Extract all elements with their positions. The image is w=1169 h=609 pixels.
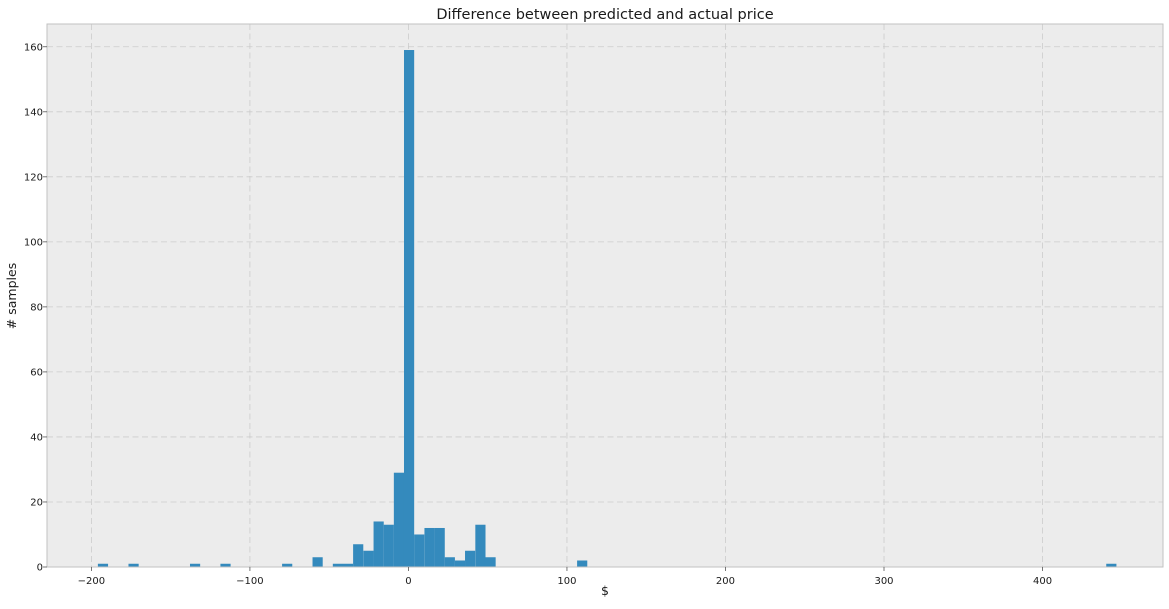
y-tick-label: 60 xyxy=(30,367,43,378)
x-axis-label: $ xyxy=(601,583,609,598)
histogram-bar xyxy=(424,527,435,567)
y-tick-label: 40 xyxy=(30,432,43,443)
x-tick-label: −100 xyxy=(236,576,263,587)
histogram-bar xyxy=(414,534,425,567)
x-tick-label: −200 xyxy=(78,576,105,587)
y-tick-label: 20 xyxy=(30,497,43,508)
histogram-bar xyxy=(128,563,139,567)
histogram-bars xyxy=(97,50,1117,568)
y-tick-label: 120 xyxy=(24,172,43,183)
grid-lines xyxy=(47,24,1163,568)
histogram-bar xyxy=(485,557,496,567)
x-axis-ticks: −200 −100 0 100 200 300 400 xyxy=(78,567,1052,587)
x-tick-label: 200 xyxy=(716,576,735,587)
histogram-bar xyxy=(465,550,476,567)
histogram-bar xyxy=(403,50,415,568)
histogram-bar xyxy=(434,527,445,567)
y-tick-label: 160 xyxy=(24,42,43,53)
x-tick-label: 0 xyxy=(405,576,411,587)
y-tick-label: 140 xyxy=(24,107,43,118)
histogram-bar xyxy=(454,560,466,567)
histogram-bar xyxy=(189,563,201,567)
histogram-bar xyxy=(373,521,384,567)
plot-background xyxy=(47,24,1163,567)
plot-frame xyxy=(46,23,1164,568)
histogram-bar xyxy=(393,472,405,567)
histogram-bar xyxy=(282,563,293,567)
histogram-bar xyxy=(312,557,323,567)
histogram-bar xyxy=(577,560,588,567)
y-tick-label: 100 xyxy=(24,237,43,248)
x-tick-label: 400 xyxy=(1033,576,1052,587)
y-tick-label: 80 xyxy=(30,302,43,313)
histogram-bar xyxy=(1106,563,1117,567)
chart-title: Difference between predicted and actual … xyxy=(436,7,773,23)
histogram-bar xyxy=(332,563,343,567)
histogram-bar xyxy=(97,563,109,567)
histogram-bar xyxy=(342,563,354,567)
x-tick-label: 100 xyxy=(557,576,576,587)
histogram-bar xyxy=(444,557,455,567)
histogram-bar xyxy=(383,524,394,567)
histogram-bar xyxy=(363,550,374,567)
x-tick-label: 300 xyxy=(874,576,893,587)
histogram-bar xyxy=(353,544,364,567)
histogram-bar xyxy=(220,563,231,567)
y-axis-label: # samples xyxy=(4,263,19,329)
y-axis-ticks: 0 20 40 60 80 100 120 140 160 xyxy=(24,42,47,574)
y-tick-label: 0 xyxy=(37,563,43,574)
histogram-bar xyxy=(475,524,486,567)
